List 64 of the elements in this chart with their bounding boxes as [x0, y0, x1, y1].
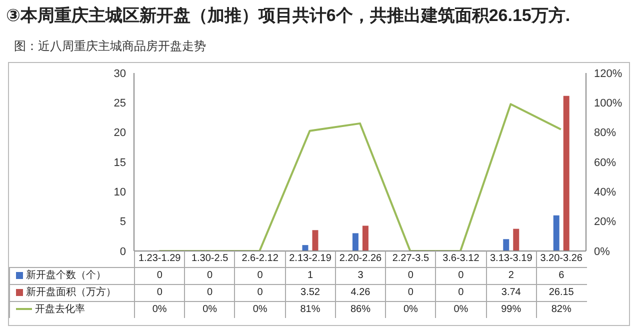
- x-tick-label: 2.6-2.12: [234, 251, 285, 267]
- x-tick-label: 1.30-2.5: [184, 251, 234, 267]
- data-label: 99%: [486, 302, 536, 318]
- bar: [352, 233, 358, 251]
- data-label: 0%: [234, 302, 285, 318]
- y-tick-label: 30: [114, 68, 126, 80]
- data-label: 6: [536, 268, 586, 284]
- y-tick-label: 15: [114, 156, 126, 169]
- data-label: 0: [234, 285, 285, 301]
- data-label: 0%: [184, 302, 234, 318]
- data-label: 0%: [385, 302, 436, 318]
- bar: [302, 245, 308, 251]
- data-label: 0: [435, 285, 486, 301]
- bar: [513, 228, 520, 251]
- y2-tick-label: 60%: [594, 156, 616, 169]
- bar: [503, 239, 510, 251]
- data-label: 0%: [435, 302, 486, 318]
- data-label: 2: [486, 268, 536, 284]
- bar: [553, 215, 560, 251]
- data-label: 3.52: [284, 285, 335, 301]
- y-tick-label: 5: [120, 216, 126, 228]
- x-tick-label: 2.27-3.5: [385, 251, 436, 267]
- data-label: 0%: [134, 302, 184, 318]
- data-label: 3: [334, 268, 386, 284]
- y2-tick-label: 0%: [594, 246, 610, 258]
- legend-label: 新开盘个数（个）: [9, 268, 134, 284]
- y2-tick-label: 40%: [594, 186, 616, 199]
- data-label: 0: [184, 268, 234, 284]
- x-tick-label: 3.13-3.19: [486, 251, 536, 267]
- x-tick-label: 1.23-1.29: [134, 251, 184, 267]
- y2-tick-label: 100%: [594, 98, 622, 110]
- data-label: 0: [184, 285, 234, 301]
- data-label: 0: [234, 268, 285, 284]
- x-tick-label: 3.20-3.26: [536, 251, 586, 267]
- chart-title: ③本周重庆主城区新开盘（加推）项目共计6个，共推出建筑面积26.15万方.: [6, 5, 570, 27]
- y-tick-label: 20: [114, 127, 126, 140]
- bar: [563, 96, 570, 251]
- data-label: 1: [284, 268, 335, 284]
- y-tick-label: 25: [114, 98, 126, 110]
- y2-tick-label: 120%: [594, 68, 622, 80]
- x-tick-label: 2.13-2.19: [284, 251, 335, 267]
- data-label: 4.26: [334, 285, 386, 301]
- data-label: 86%: [334, 302, 386, 318]
- bar: [362, 226, 368, 251]
- data-label: 81%: [284, 302, 335, 318]
- x-tick-label: 3.6-3.12: [435, 251, 486, 267]
- x-tick-label: 2.20-2.26: [334, 251, 386, 267]
- data-label: 0: [134, 268, 184, 284]
- data-label: 3.74: [486, 285, 536, 301]
- y-tick-label: 10: [114, 186, 126, 199]
- data-label: 82%: [536, 302, 586, 318]
- data-label: 0: [435, 268, 486, 284]
- y2-tick-label: 20%: [594, 216, 616, 228]
- data-label: 26.15: [536, 285, 586, 301]
- data-label: 0: [385, 285, 436, 301]
- y-tick-label: 0: [120, 246, 126, 258]
- chart-subtitle: 图：近八周重庆主城商品房开盘走势: [14, 38, 206, 55]
- y2-tick-label: 80%: [594, 127, 616, 140]
- legend-label: 新开盘面积（万方）: [9, 285, 134, 301]
- bar: [312, 230, 318, 251]
- data-label: 0: [385, 268, 436, 284]
- data-label: 0: [134, 285, 184, 301]
- legend-label: 开盘去化率: [9, 302, 134, 318]
- line-series: [158, 103, 562, 251]
